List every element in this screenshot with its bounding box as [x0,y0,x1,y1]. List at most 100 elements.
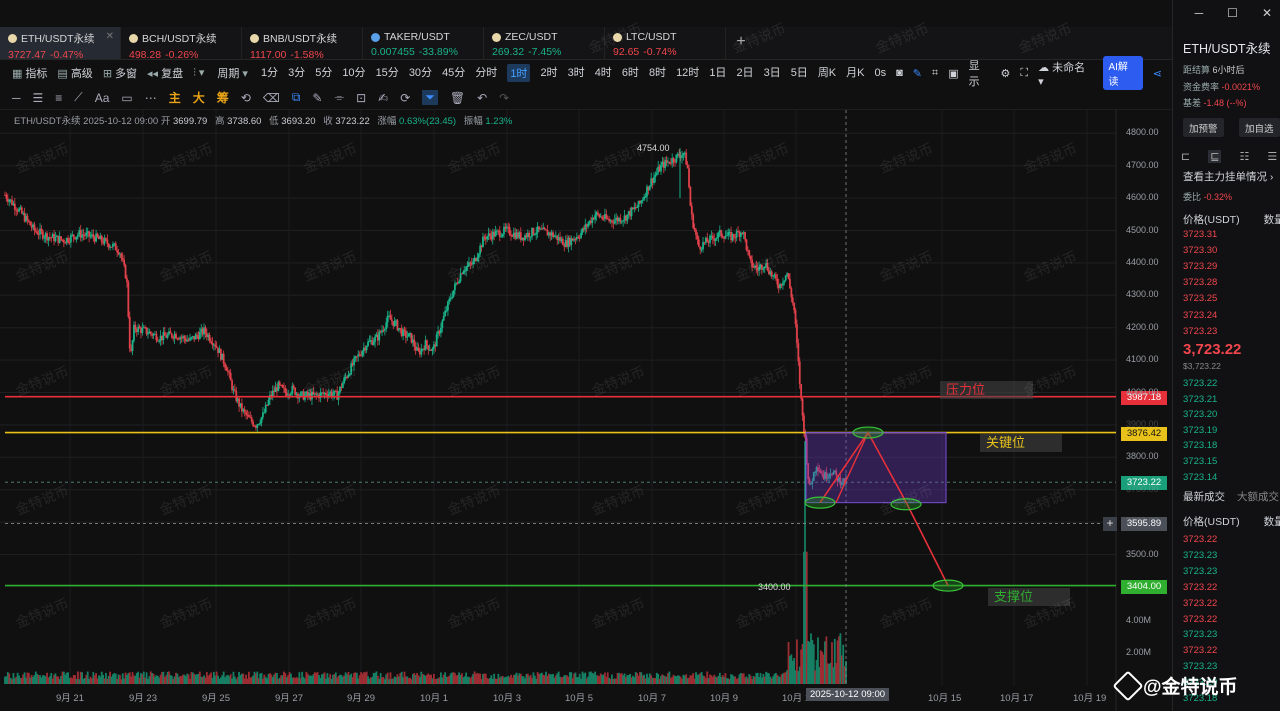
zero-s-button[interactable]: 0s [874,67,887,79]
ticker-tab[interactable]: ETH/USDT永续 3727.47 -0.47% ✕ [0,27,121,61]
interval-option[interactable]: 1日 [709,67,727,79]
interval-option[interactable]: 15分 [375,67,399,79]
settings-icon[interactable]: ⚙ [1000,67,1011,80]
big-trades-tab[interactable]: 大额成交 [1237,491,1279,503]
replay-button[interactable]: ◂◂ 复盘 [147,65,183,81]
latest-trades-tab[interactable]: 最新成交 [1183,491,1225,503]
brush-icon[interactable]: ✎ [312,90,323,105]
interval-option[interactable]: 6时 [621,67,639,79]
interval-option[interactable]: 1时 [507,64,531,82]
interval-option[interactable]: 3分 [288,67,306,79]
camera-icon[interactable]: ◙ [896,67,903,79]
chart-type-button[interactable]: ⫶ ▾ [193,66,207,80]
filter-icon[interactable]: ⏷ [422,90,438,105]
volume-bar [587,676,589,684]
magic-icon[interactable]: ⟳ [400,90,411,105]
interval-option[interactable]: 2时 [540,67,558,79]
ticker-tab[interactable]: TAKER/USDT 0.007455 -33.89% [363,27,484,59]
close-tab-icon[interactable]: ✕ [105,31,114,42]
asks-only-icon[interactable]: ☷ [1239,151,1250,163]
interval-option[interactable]: 3日 [763,67,781,79]
ask-price[interactable]: 3723.23 [1183,325,1218,337]
ask-price[interactable]: 3723.31 [1183,229,1218,240]
orderbook-link[interactable]: 查看主力挂单情况 › [1183,171,1274,183]
volume-bar [563,675,566,684]
bids-only-icon[interactable]: ⊑ [1208,150,1222,163]
more-tools-icon[interactable]: ⋯ [144,90,157,105]
lock-icon[interactable]: ⊡ [356,90,367,105]
ticker-tab[interactable]: BCH/USDT永续 498.28 -0.26% [121,27,242,61]
trend-line-icon[interactable]: ⟋ [74,90,83,104]
interval-option[interactable]: 10分 [342,67,366,79]
interval-option[interactable]: 5日 [790,67,808,79]
price-chart[interactable] [0,110,1172,711]
volume-bar [62,671,65,684]
cloud-layout-button[interactable]: ☁ 未命名 ▾ [1038,61,1086,88]
interval-option[interactable]: 8时 [648,67,667,79]
minimize-icon[interactable]: ─ [1194,6,1204,20]
interval-option[interactable]: 月K [846,67,865,79]
add-alert-button[interactable]: 加预警 [1183,118,1224,137]
undo-icon[interactable]: ↶ [477,90,488,105]
display-button[interactable]: 显示 [968,60,980,88]
candle-body [709,235,711,243]
eraser-tool-icon[interactable]: ⌫ [262,90,280,105]
bid-price[interactable]: 3723.21 [1183,393,1218,405]
interval-option[interactable]: 5分 [315,67,333,79]
ticker-tab[interactable]: ZEC/USDT 269.32 -7.45% [484,27,605,59]
trash-icon[interactable]: 🗑 [449,90,466,105]
close-icon[interactable]: ✕ [1261,6,1272,20]
interval-option[interactable]: 分时 [475,67,498,79]
ruler-icon[interactable]: ⌯ [334,90,345,104]
big-order-button[interactable]: 大 [192,91,205,105]
main-indicator-button[interactable]: 主 [168,91,181,105]
interval-option[interactable]: 12时 [676,67,700,79]
channel-icon[interactable]: ≡ [55,90,63,105]
bid-price[interactable]: 3723.14 [1183,471,1218,483]
bid-price[interactable]: 3723.20 [1183,409,1218,421]
crop-icon[interactable]: ⌗ [932,66,939,79]
period-dropdown[interactable]: 周期 ▾ [217,65,251,81]
compare-icon[interactable]: ⟲ [240,90,251,105]
magnet-icon[interactable]: ⧉ [291,90,301,104]
ai-analysis-button[interactable]: AI解读 [1103,56,1143,90]
advanced-button[interactable]: ▤ 高级 [57,65,92,81]
note-icon[interactable]: ✍ [378,90,389,105]
interval-option[interactable]: 4时 [594,67,612,79]
add-watch-button[interactable]: 加自选 [1239,118,1280,137]
add-tab-icon[interactable]: + [736,33,746,50]
ask-price[interactable]: 3723.25 [1183,293,1218,305]
ask-price[interactable]: 3723.29 [1183,261,1218,273]
interval-option[interactable]: 30分 [408,67,433,79]
bid-price[interactable]: 3723.15 [1183,456,1218,467]
ask-price[interactable]: 3723.30 [1183,245,1218,257]
bid-price[interactable]: 3723.18 [1183,440,1218,452]
fullscreen-icon[interactable]: ⛶ [1020,66,1029,79]
crosshair-add-icon[interactable]: + [1103,517,1117,531]
ask-price[interactable]: 3723.28 [1183,277,1218,289]
interval-option[interactable]: 2日 [736,67,754,79]
horizontal-ray-icon[interactable]: ☰ [32,90,44,105]
horizontal-line-icon[interactable]: ─ [12,90,21,105]
interval-option[interactable]: 45分 [442,67,466,79]
share-icon[interactable]: ⋖ [1152,67,1162,80]
both-sides-icon[interactable]: ⊏ [1181,151,1191,163]
bid-price[interactable]: 3723.22 [1183,378,1218,389]
multi-window-button[interactable]: ⊞ 多窗 [103,65,137,81]
bid-price[interactable]: 3723.19 [1183,424,1218,436]
text-tool-icon[interactable]: Aa [94,90,110,105]
chip-button[interactable]: 筹 [216,91,229,105]
redo-icon[interactable]: ↷ [499,90,510,105]
rectangle-icon[interactable]: ▭ [121,90,133,105]
indicators-button[interactable]: ▦ 指标 [12,65,47,81]
pen-icon[interactable]: ✎ [912,67,922,80]
ticker-tab[interactable]: LTC/USDT 92.65 -0.74% [605,27,726,59]
depth-icon[interactable]: ☰ [1267,151,1278,163]
layout-icon[interactable]: ▣ [948,67,959,80]
interval-option[interactable]: 1分 [260,67,279,79]
ask-price[interactable]: 3723.24 [1183,309,1218,321]
interval-option[interactable]: 周K [817,67,837,79]
ticker-tab[interactable]: BNB/USDT永续 1117.00 -1.58% [242,27,363,61]
maximize-icon[interactable]: ☐ [1227,6,1238,20]
interval-option[interactable]: 3时 [567,67,585,79]
